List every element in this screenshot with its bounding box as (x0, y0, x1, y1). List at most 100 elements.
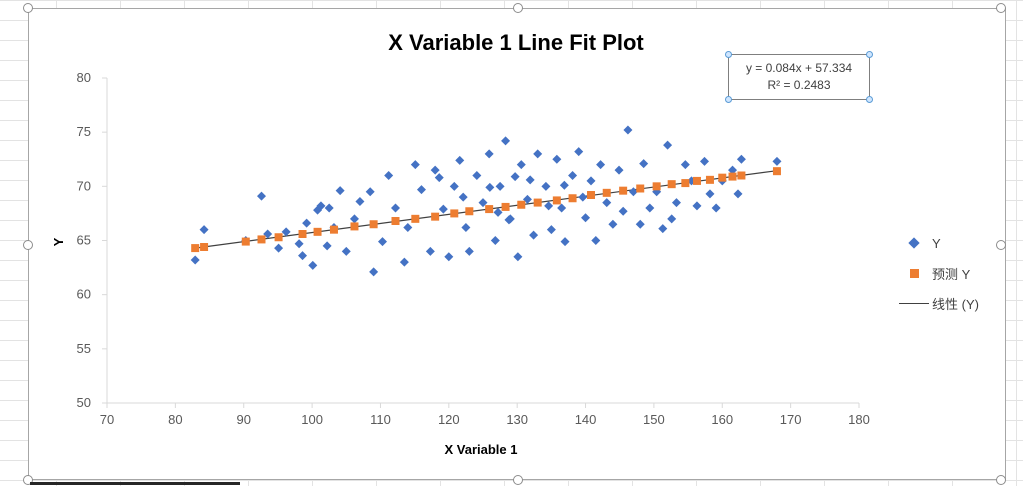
sheet-tab-bar (30, 482, 240, 485)
chart-legend[interactable]: Y 预测 Y 线性 (Y) (896, 228, 1006, 318)
data-point-y (658, 224, 668, 234)
resize-handle-bottom-center[interactable] (513, 475, 523, 485)
data-point-y (316, 201, 326, 211)
data-point-y (510, 172, 520, 182)
data-point-y (692, 201, 702, 211)
data-point-predicted-y (391, 217, 400, 225)
data-point-y (324, 203, 334, 213)
label-handle-bottom-left[interactable] (725, 96, 732, 103)
chart-title: X Variable 1 Line Fit Plot (388, 30, 644, 55)
data-point-y (591, 236, 601, 245)
data-point-y (322, 241, 332, 251)
data-point-y (335, 186, 345, 196)
data-point-y (635, 219, 645, 229)
data-point-predicted-y (517, 200, 526, 209)
data-point-y (461, 223, 471, 232)
legend-item-y[interactable]: Y (896, 228, 1006, 258)
data-point-y (490, 236, 500, 245)
data-point-y (274, 243, 284, 253)
y-tick-label: 65 (77, 233, 91, 248)
data-point-y (623, 125, 633, 135)
x-tick-label: 120 (438, 412, 460, 427)
data-point-predicted-y (501, 202, 510, 211)
label-handle-top-left[interactable] (725, 51, 732, 58)
legend-item-linear-trend[interactable]: 线性 (Y) (896, 288, 1006, 318)
legend-label-predicted-y: 预测 Y (932, 266, 971, 282)
legend-label-y: Y (932, 235, 941, 251)
data-point-y (298, 251, 308, 261)
y-tick-label: 50 (77, 395, 91, 410)
resize-handle-bottom-right[interactable] (996, 475, 1006, 485)
data-point-y (516, 160, 526, 170)
data-point-y (369, 267, 379, 277)
y-tick-label: 80 (77, 70, 91, 85)
data-point-y (578, 192, 588, 202)
data-point-y (513, 252, 523, 262)
data-point-y (493, 207, 503, 217)
label-handle-bottom-right[interactable] (866, 96, 873, 103)
resize-handle-top-right[interactable] (996, 3, 1006, 13)
data-point-y (618, 206, 628, 216)
data-point-y (680, 160, 690, 170)
data-point-predicted-y (191, 244, 200, 253)
data-point-predicted-y (568, 194, 577, 203)
data-point-predicted-y (533, 198, 542, 207)
data-point-predicted-y (313, 227, 322, 236)
resize-handle-bottom-left[interactable] (23, 475, 33, 485)
data-point-y (472, 171, 482, 180)
data-point-predicted-y (329, 225, 338, 234)
y-axis-label: Y (51, 237, 66, 246)
data-point-y (378, 237, 388, 247)
resize-handle-top-center[interactable] (513, 3, 523, 13)
data-point-y (728, 165, 738, 175)
x-tick-label: 170 (780, 412, 802, 427)
resize-handle-top-left[interactable] (23, 3, 33, 13)
legend-item-predicted-y[interactable]: 预测 Y (896, 258, 1006, 288)
data-point-predicted-y (200, 243, 209, 251)
data-point-y (574, 147, 584, 157)
data-point-predicted-y (705, 175, 714, 184)
x-tick-label: 100 (301, 412, 323, 427)
data-point-y (705, 189, 715, 199)
data-point-y (485, 182, 495, 192)
data-point-y (736, 154, 746, 164)
x-tick-label: 160 (711, 412, 733, 427)
data-point-y (546, 225, 556, 235)
data-point-y (449, 181, 459, 191)
data-point-predicted-y (257, 235, 266, 244)
data-point-y (614, 165, 624, 175)
y-tick-label: 55 (77, 341, 91, 356)
data-point-y (403, 223, 413, 232)
x-tick-label: 140 (575, 412, 597, 427)
data-point-y (294, 239, 304, 249)
resize-handle-middle-right[interactable] (996, 240, 1006, 250)
trendline-r-squared: R² = 0.2483 (767, 78, 831, 92)
resize-handle-middle-left[interactable] (23, 240, 33, 250)
legend-label-linear-trend: 线性 (Y) (932, 296, 979, 312)
trendline-label[interactable]: y = 0.084x + 57.334 R² = 0.2483 (725, 51, 873, 103)
data-point-y (390, 203, 400, 213)
data-point-predicted-y (298, 230, 307, 238)
data-point-predicted-y (450, 209, 459, 218)
data-point-predicted-y (465, 207, 474, 216)
data-point-y (586, 176, 596, 186)
data-point-y (495, 181, 505, 191)
y-tick-label: 60 (77, 287, 91, 302)
data-point-y (281, 227, 291, 237)
data-point-predicted-y (636, 184, 645, 193)
data-point-y (257, 191, 267, 201)
data-point-predicted-y (274, 233, 283, 242)
data-point-y (504, 215, 514, 225)
x-axis-label: X Variable 1 (445, 442, 518, 457)
data-point-predicted-y (602, 188, 611, 197)
data-point-y (410, 160, 420, 170)
data-point-y (525, 175, 535, 185)
label-handle-top-right[interactable] (866, 51, 873, 58)
data-point-y (416, 185, 426, 195)
data-point-predicted-y (718, 173, 727, 182)
data-point-y (733, 189, 743, 199)
data-point-y (384, 171, 394, 180)
x-tick-label: 110 (370, 412, 391, 427)
data-point-y (559, 180, 569, 190)
data-point-y (399, 257, 409, 267)
